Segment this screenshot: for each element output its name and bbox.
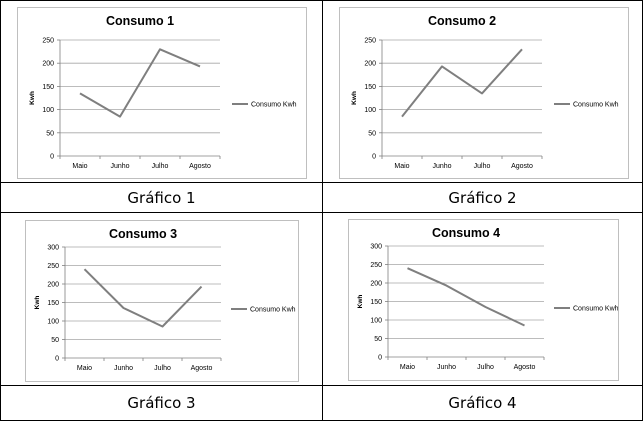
y-tick-label: 0 [372, 154, 376, 161]
y-tick-label: 150 [42, 84, 54, 91]
x-tick-label: Julho [154, 365, 171, 372]
line-chart-3: Consumo 3 0 50 100 150 200 250 300 Maio Junho Julh… [34, 227, 296, 372]
x-tick-label: Maio [72, 163, 87, 170]
table-cell-caption-2: Gráfico 2 [322, 182, 643, 213]
line-chart-4: Consumo 4 0 50 100 150 200 250 300 Maio Junho Julh… [357, 226, 619, 371]
table-cell-caption-3: Gráfico 3 [0, 385, 323, 421]
x-tick-label: Junho [114, 365, 133, 372]
table-cell-chart-4: Consumo 4 0 50 100 150 200 250 300 Maio Junho Julh… [322, 212, 643, 386]
y-tick-label: 250 [370, 262, 382, 269]
chart-title: Consumo 1 [106, 14, 174, 28]
x-tick-label: Agosto [514, 364, 536, 371]
legend-entry: Consumo Kwh [573, 102, 619, 109]
x-tick-label: Junho [437, 364, 456, 371]
series-line [83, 268, 203, 328]
y-tick-label: 0 [50, 154, 54, 161]
chart-title: Consumo 3 [109, 227, 177, 241]
y-tick-label: 100 [42, 107, 54, 114]
legend-entry: Consumo Kwh [573, 306, 618, 313]
x-tick-label: Maio [400, 364, 415, 371]
x-tick-label: Junho [110, 163, 129, 170]
series-line [79, 48, 201, 118]
series-line [407, 267, 525, 327]
y-tick-label: 300 [370, 244, 382, 251]
line-chart-1: Consumo 1 0 50 100 150 200 250 Maio Junho Julho Ag… [29, 14, 297, 170]
x-tick-label: Julho [152, 163, 169, 170]
x-tick-label: Maio [77, 365, 92, 372]
table-cell-chart-2: Consumo 2 0 50 100 150 200 250 Maio Junho Julho Ag… [322, 0, 643, 183]
y-tick-label: 100 [370, 318, 382, 325]
chart-title: Consumo 2 [428, 14, 496, 28]
table-cell-caption-4: Gráfico 4 [322, 385, 643, 421]
y-tick-label: 200 [364, 61, 376, 68]
x-tick-label: Agosto [191, 365, 213, 372]
table-cell-caption-1: Gráfico 1 [0, 182, 323, 213]
series-line [401, 48, 523, 118]
x-tick-label: Junho [432, 163, 451, 170]
y-axis-label: Kwh [357, 295, 364, 309]
y-tick-label: 100 [364, 107, 376, 114]
y-tick-label: 200 [42, 61, 54, 68]
y-tick-label: 150 [364, 84, 376, 91]
x-tick-label: Julho [474, 163, 491, 170]
chart-frame-2: Consumo 2 0 50 100 150 200 250 Maio Junho Julho Ag… [339, 7, 629, 179]
y-tick-label: 250 [364, 38, 376, 45]
legend-entry: Consumo Kwh [251, 102, 297, 109]
chart-caption-3: Gráfico 3 [127, 394, 196, 412]
chart-frame-4: Consumo 4 0 50 100 150 200 250 300 Maio Junho Julh… [348, 219, 619, 381]
chart-frame-3: Consumo 3 0 50 100 150 200 250 300 Maio Junho Julh… [25, 220, 299, 382]
y-tick-label: 0 [378, 355, 382, 362]
legend-entry: Consumo Kwh [250, 307, 296, 314]
y-tick-label: 200 [370, 281, 382, 288]
x-tick-label: Maio [394, 163, 409, 170]
y-axis-label: Kwh [29, 91, 36, 105]
y-tick-label: 300 [47, 245, 59, 252]
y-tick-label: 150 [370, 299, 382, 306]
chart-caption-1: Gráfico 1 [127, 188, 196, 207]
y-tick-label: 50 [374, 336, 382, 343]
y-tick-label: 50 [368, 130, 376, 137]
chart-frame-1: Consumo 1 0 50 100 150 200 250 Maio Junho Julho Ag… [17, 7, 307, 179]
y-tick-label: 250 [47, 263, 59, 270]
x-tick-label: Agosto [189, 163, 211, 170]
chart-title: Consumo 4 [432, 226, 500, 240]
line-chart-2: Consumo 2 0 50 100 150 200 250 Maio Junho Julho Ag… [351, 14, 619, 170]
y-axis-label: Kwh [34, 296, 41, 310]
table-cell-chart-3: Consumo 3 0 50 100 150 200 250 300 Maio Junho Julh… [0, 212, 323, 386]
y-tick-label: 150 [47, 300, 59, 307]
x-tick-label: Julho [477, 364, 494, 371]
y-tick-label: 100 [47, 319, 59, 326]
y-tick-label: 250 [42, 38, 54, 45]
y-axis-label: Kwh [351, 91, 358, 105]
y-tick-label: 0 [55, 356, 59, 363]
y-tick-label: 200 [47, 282, 59, 289]
x-tick-label: Agosto [511, 163, 533, 170]
chart-caption-4: Gráfico 4 [448, 394, 517, 412]
y-tick-label: 50 [46, 130, 54, 137]
table-cell-chart-1: Consumo 1 0 50 100 150 200 250 Maio Junho Julho Ag… [0, 0, 323, 183]
chart-caption-2: Gráfico 2 [448, 188, 517, 207]
y-tick-label: 50 [51, 337, 59, 344]
